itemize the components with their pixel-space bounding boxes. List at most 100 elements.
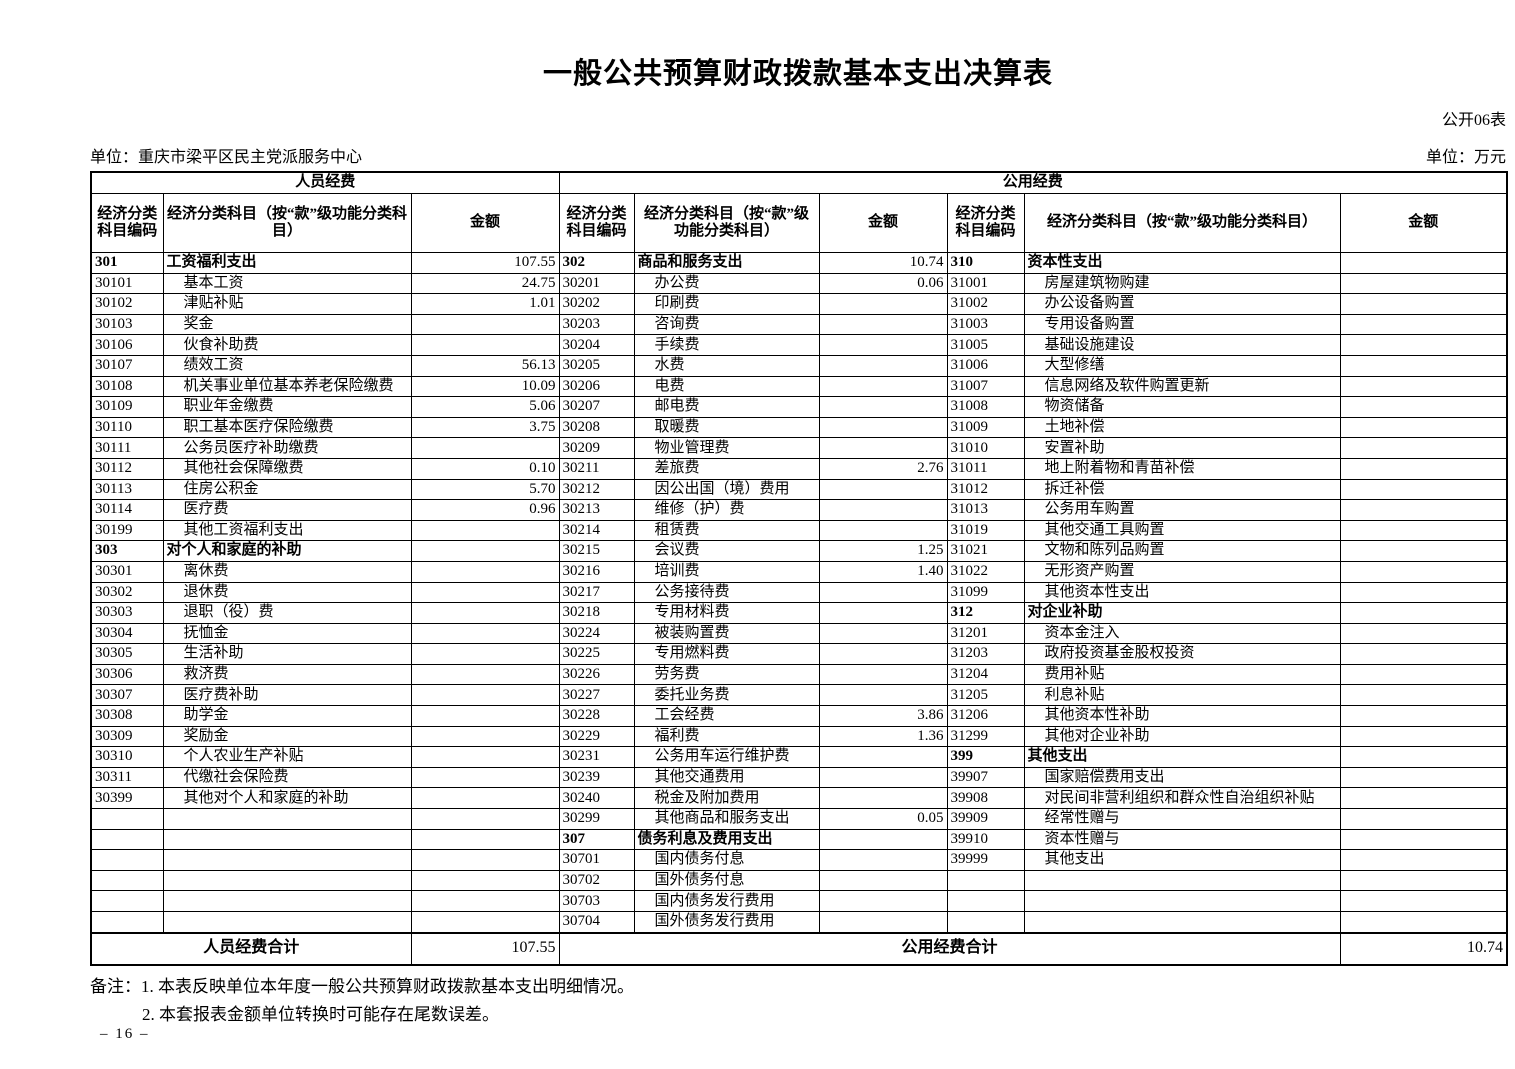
table-row: 30311 代缴社会保险费 30239 其他交通费用 39907 国家赔偿费用支出 bbox=[90, 766, 1508, 789]
amount-cell bbox=[818, 746, 948, 768]
subject-cell: 公务员医疗补助缴费 bbox=[162, 437, 412, 459]
amount-cell: 0.05 bbox=[818, 808, 948, 830]
code-cell: 30218 bbox=[558, 602, 635, 624]
subject-cell: 维修（护）费 bbox=[633, 499, 820, 521]
code-cell: 30701 bbox=[558, 849, 635, 871]
amount-cell bbox=[410, 787, 560, 810]
amount-cell bbox=[1339, 828, 1508, 851]
code-cell: 31299 bbox=[946, 725, 1025, 748]
code-cell: 30199 bbox=[90, 519, 164, 542]
subject-cell: 对民间非营利组织和群众性自治组织补贴 bbox=[1023, 787, 1341, 810]
amount-cell bbox=[818, 354, 948, 377]
code-cell: 31206 bbox=[946, 705, 1025, 727]
amount-cell bbox=[1339, 849, 1508, 871]
subject-cell: 安置补助 bbox=[1023, 437, 1341, 459]
group-header-row: 人员经费 公用经费 bbox=[90, 171, 1508, 194]
code-cell: 30201 bbox=[558, 272, 635, 295]
subject-cell: 国内债务付息 bbox=[633, 849, 820, 871]
subject-cell: 其他交通费用 bbox=[633, 766, 820, 789]
amount-cell bbox=[818, 499, 948, 521]
subject-cell: 对企业补助 bbox=[1023, 602, 1341, 624]
code-cell: 30208 bbox=[558, 416, 635, 439]
table-row: 30114 医疗费 0.96 30213 维修（护）费 31013 公务用车购置 bbox=[90, 499, 1508, 521]
amount-cell bbox=[410, 890, 560, 912]
code-cell: 30110 bbox=[90, 416, 164, 439]
subject-cell: 生活补助 bbox=[162, 643, 412, 665]
subject-cell: 其他资本性补助 bbox=[1023, 705, 1341, 727]
code-cell: 30205 bbox=[558, 354, 635, 377]
amount-cell bbox=[818, 910, 948, 934]
subject-cell: 伙食补助费 bbox=[162, 334, 412, 356]
code-cell: 30217 bbox=[558, 581, 635, 604]
code-cell: 30226 bbox=[558, 663, 635, 686]
amount-cell bbox=[1339, 478, 1508, 501]
code-cell: 30399 bbox=[90, 787, 164, 810]
subject-cell: 信息网络及软件购置更新 bbox=[1023, 375, 1341, 398]
personnel-total-value: 107.55 bbox=[410, 931, 560, 966]
code-cell: 30306 bbox=[90, 663, 164, 686]
code-cell: 31002 bbox=[946, 293, 1025, 315]
amount-cell bbox=[410, 869, 560, 892]
table-row: 30704 国外债务发行费用 bbox=[90, 910, 1508, 934]
amount-cell: 5.70 bbox=[410, 478, 560, 501]
code-cell: 30114 bbox=[90, 499, 164, 521]
subject-cell: 房屋建筑物购建 bbox=[1023, 272, 1341, 295]
amount-cell bbox=[1339, 766, 1508, 789]
public-total-value: 10.74 bbox=[1339, 931, 1508, 966]
code-cell: 30702 bbox=[558, 869, 635, 892]
code-cell: 30106 bbox=[90, 334, 164, 356]
table-row: 30108 机关事业单位基本养老保险缴费 10.09 30206 电费 31007 信息网络… bbox=[90, 375, 1508, 398]
code-cell: 30310 bbox=[90, 746, 164, 768]
amount-cell bbox=[818, 437, 948, 459]
expenditure-table: 人员经费 公用经费 经济分类科目编码 经济分类科目（按“款”级功能分类科目） 金… bbox=[90, 171, 1509, 966]
code-cell: 30102 bbox=[90, 293, 164, 315]
amount-cell bbox=[818, 622, 948, 645]
amount-cell bbox=[818, 293, 948, 315]
table-row: 30306 救济费 30226 劳务费 31204 费用补贴 bbox=[90, 663, 1508, 686]
subject-cell: 租赁费 bbox=[633, 519, 820, 542]
code-cell: 30239 bbox=[558, 766, 635, 789]
subject-cell: 无形资产购置 bbox=[1023, 560, 1341, 583]
amount-cell: 1.40 bbox=[818, 560, 948, 583]
code-cell: 30299 bbox=[558, 808, 635, 830]
amount-cell bbox=[410, 746, 560, 768]
code-cell: 30229 bbox=[558, 725, 635, 748]
subject-cell: 因公出国（境）费用 bbox=[633, 478, 820, 501]
subject-cell: 救济费 bbox=[162, 663, 412, 686]
amount-cell bbox=[818, 828, 948, 851]
subject-cell: 大型修缮 bbox=[1023, 354, 1341, 377]
amount-cell bbox=[818, 684, 948, 707]
code-cell: 30214 bbox=[558, 519, 635, 542]
amount-cell bbox=[410, 910, 560, 934]
subject-cell bbox=[162, 828, 412, 851]
amount-cell bbox=[1339, 272, 1508, 295]
subject-cell: 专用设备购置 bbox=[1023, 313, 1341, 336]
amount-cell bbox=[1339, 313, 1508, 336]
amount-cell bbox=[1339, 499, 1508, 521]
subject-cell: 手续费 bbox=[633, 334, 820, 356]
subject-cell: 培训费 bbox=[633, 560, 820, 583]
subject-cell bbox=[1023, 869, 1341, 892]
subject-cell: 其他支出 bbox=[1023, 746, 1341, 768]
personnel-total-label: 人员经费合计 bbox=[90, 931, 412, 966]
code-cell: 30209 bbox=[558, 437, 635, 459]
form-number: 公开06表 bbox=[1441, 112, 1506, 129]
amount-cell bbox=[410, 334, 560, 356]
amount-cell bbox=[1339, 252, 1508, 274]
subject-cell: 对个人和家庭的补助 bbox=[162, 540, 412, 562]
subject-cell: 国外债务付息 bbox=[633, 869, 820, 892]
subject-cell: 抚恤金 bbox=[162, 622, 412, 645]
amount-cell bbox=[818, 416, 948, 439]
subject-cell: 基础设施建设 bbox=[1023, 334, 1341, 356]
amount-cell bbox=[410, 602, 560, 624]
amount-cell bbox=[410, 705, 560, 727]
subject-cell: 水费 bbox=[633, 354, 820, 377]
subject-cell: 绩效工资 bbox=[162, 354, 412, 377]
code-cell: 30212 bbox=[558, 478, 635, 501]
subject-cell: 职工基本医疗保险缴费 bbox=[162, 416, 412, 439]
code-cell bbox=[90, 910, 164, 934]
amount-cell bbox=[410, 828, 560, 851]
col-header-subject-2: 经济分类科目（按“款”级功能分类科目） bbox=[633, 193, 820, 253]
amount-cell bbox=[1339, 519, 1508, 542]
col-header-code-3: 经济分类科目编码 bbox=[946, 193, 1025, 253]
